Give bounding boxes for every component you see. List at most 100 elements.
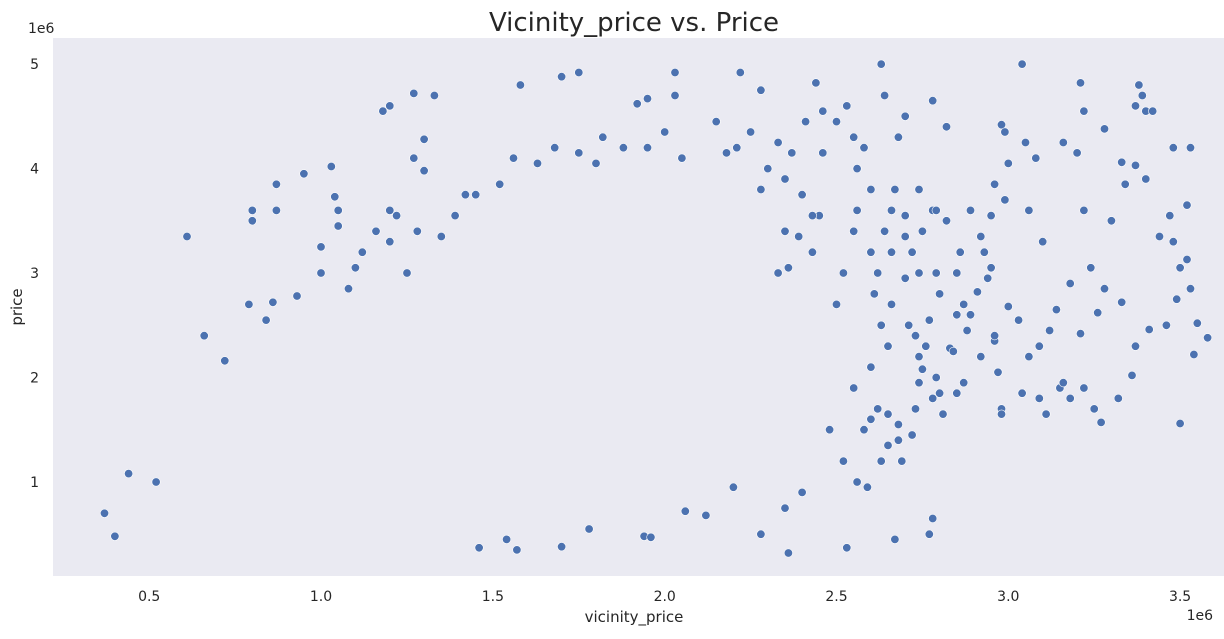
data-point bbox=[1113, 393, 1123, 403]
data-point bbox=[993, 367, 1003, 377]
data-point bbox=[419, 166, 429, 176]
x-tick-label: 1.0 bbox=[310, 589, 332, 605]
data-point bbox=[1168, 237, 1178, 247]
data-point bbox=[996, 409, 1006, 419]
data-point bbox=[333, 205, 343, 215]
data-point bbox=[890, 185, 900, 195]
data-point bbox=[893, 419, 903, 429]
data-point bbox=[876, 456, 886, 466]
y-axis-label: price bbox=[8, 288, 26, 325]
data-point bbox=[780, 226, 790, 236]
data-point bbox=[618, 143, 628, 153]
data-point bbox=[890, 534, 900, 544]
data-point bbox=[914, 378, 924, 388]
data-point bbox=[474, 543, 484, 553]
data-point bbox=[392, 211, 402, 221]
data-point bbox=[976, 232, 986, 242]
data-point bbox=[436, 232, 446, 242]
data-point bbox=[574, 68, 584, 78]
data-point bbox=[886, 247, 896, 257]
chart-title: Vicinity_price vs. Price bbox=[489, 8, 779, 38]
data-point bbox=[965, 205, 975, 215]
x-tick-label: 2.5 bbox=[825, 589, 847, 605]
data-point bbox=[412, 226, 422, 236]
data-point bbox=[1076, 78, 1086, 88]
data-point bbox=[326, 162, 336, 172]
data-point bbox=[746, 127, 756, 137]
data-point bbox=[247, 216, 257, 226]
data-point bbox=[429, 91, 439, 101]
data-point bbox=[756, 529, 766, 539]
data-point bbox=[1182, 200, 1192, 210]
data-point bbox=[409, 88, 419, 98]
plot-background bbox=[53, 38, 1224, 576]
data-point bbox=[849, 132, 859, 142]
data-point bbox=[1165, 211, 1175, 221]
data-point bbox=[886, 205, 896, 215]
data-point bbox=[292, 291, 302, 301]
data-point bbox=[1079, 205, 1089, 215]
data-point bbox=[1000, 127, 1010, 137]
data-point bbox=[938, 409, 948, 419]
data-point bbox=[869, 289, 879, 299]
data-point bbox=[900, 111, 910, 121]
data-point bbox=[1034, 341, 1044, 351]
data-point bbox=[807, 247, 817, 257]
data-point bbox=[900, 211, 910, 221]
data-point bbox=[801, 117, 811, 127]
data-point bbox=[316, 268, 326, 278]
data-point bbox=[876, 59, 886, 69]
data-point bbox=[931, 372, 941, 382]
x-axis-label: vicinity_price bbox=[585, 608, 684, 627]
data-point bbox=[357, 247, 367, 257]
data-point bbox=[1051, 305, 1061, 315]
data-point bbox=[1031, 153, 1041, 163]
data-point bbox=[371, 226, 381, 236]
data-point bbox=[1186, 143, 1196, 153]
data-point bbox=[893, 132, 903, 142]
data-point bbox=[532, 158, 542, 168]
data-point bbox=[557, 72, 567, 82]
data-point bbox=[450, 211, 460, 221]
data-point bbox=[873, 404, 883, 414]
data-point bbox=[1144, 324, 1154, 334]
data-point bbox=[271, 205, 281, 215]
data-point bbox=[1034, 393, 1044, 403]
data-point bbox=[880, 91, 890, 101]
data-point bbox=[642, 94, 652, 104]
data-point bbox=[1131, 101, 1141, 111]
data-point bbox=[110, 531, 120, 541]
data-point bbox=[1117, 297, 1127, 307]
data-point bbox=[948, 346, 958, 356]
data-point bbox=[515, 80, 525, 90]
data-point bbox=[471, 190, 481, 200]
data-point bbox=[838, 268, 848, 278]
data-point bbox=[1117, 157, 1127, 167]
data-point bbox=[1003, 301, 1013, 311]
data-point bbox=[972, 287, 982, 297]
data-point bbox=[935, 289, 945, 299]
data-point bbox=[952, 268, 962, 278]
data-point bbox=[1045, 325, 1055, 335]
data-point bbox=[849, 383, 859, 393]
data-point bbox=[100, 508, 110, 518]
data-point bbox=[910, 404, 920, 414]
data-points bbox=[100, 59, 1213, 558]
data-point bbox=[1189, 349, 1199, 359]
data-point bbox=[965, 310, 975, 320]
data-point bbox=[1065, 393, 1075, 403]
data-point bbox=[261, 315, 271, 325]
data-point bbox=[646, 532, 656, 542]
x-tick-label: 3.5 bbox=[1169, 589, 1191, 605]
data-point bbox=[866, 362, 876, 372]
data-point bbox=[271, 179, 281, 189]
data-point bbox=[1100, 284, 1110, 294]
data-point bbox=[728, 482, 738, 492]
y-offset-label: 1e6 bbox=[28, 21, 55, 37]
data-point bbox=[990, 331, 1000, 341]
data-point bbox=[502, 534, 512, 544]
y-tick-label: 1 bbox=[30, 475, 39, 491]
x-tick-label: 3.0 bbox=[997, 589, 1019, 605]
data-point bbox=[670, 68, 680, 78]
